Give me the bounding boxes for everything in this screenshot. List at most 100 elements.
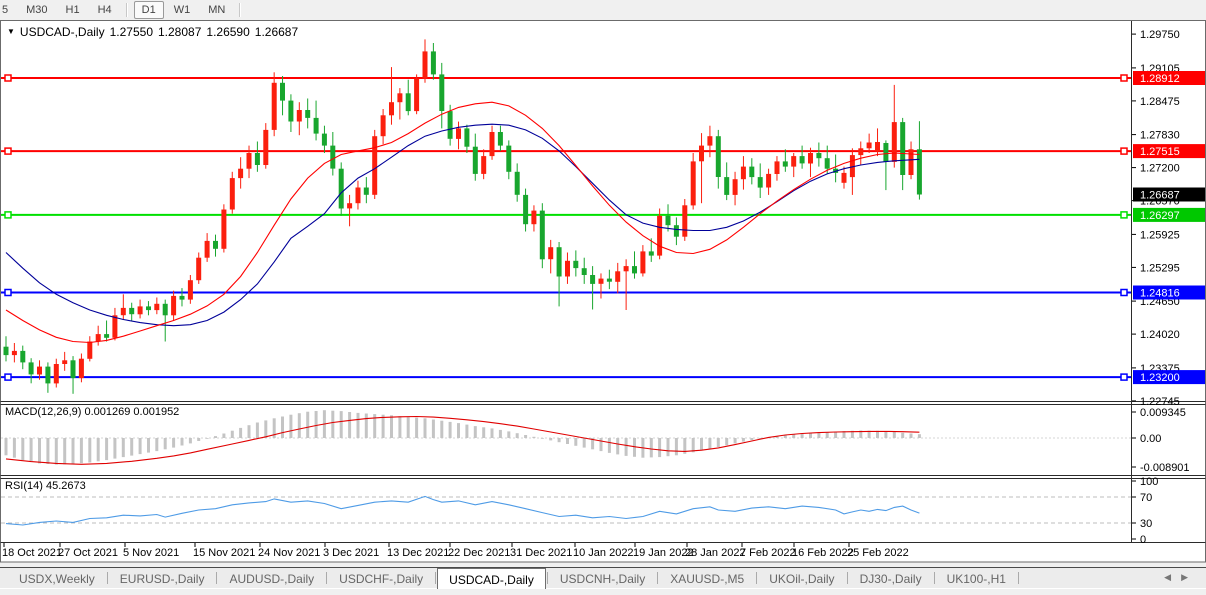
timeframe-button-mn[interactable]: MN [208, 4, 226, 16]
candle-body [62, 360, 68, 364]
ohlc-high: 1.28087 [158, 25, 202, 39]
macd-histogram-bar [691, 438, 695, 453]
chart-tab-eurusd-daily[interactable]: EURUSD-,Daily [119, 571, 205, 586]
macd-histogram-bar [390, 415, 393, 438]
symbol-dropdown-icon[interactable]: ▼ [7, 27, 15, 36]
macd-histogram-bar [867, 430, 871, 438]
chart-tab-usdcnh-daily[interactable]: USDCNH-,Daily [559, 571, 646, 586]
price-tick-label: 1.27830 [1140, 130, 1180, 142]
price-tick-label: 1.28475 [1140, 96, 1180, 108]
hline-anchor-square[interactable] [4, 288, 12, 297]
candle-body [606, 278, 612, 282]
tab-scroll-right-icon[interactable]: ▶ [1181, 572, 1198, 582]
hline-price-tag-label: 1.26297 [1140, 210, 1180, 222]
macd-histogram-bar [465, 424, 469, 438]
candle-body [78, 358, 84, 379]
candle-body [791, 156, 797, 167]
timeframe-button-h1[interactable]: H1 [65, 4, 80, 16]
rsi-tick-label: 70 [1140, 492, 1152, 504]
candle-body [514, 171, 520, 195]
macd-histogram-bar [917, 434, 921, 438]
candle-body [288, 100, 294, 122]
candle-body [774, 161, 780, 174]
macd-histogram-bar [876, 430, 879, 438]
chart-tab-usdchf-daily[interactable]: USDCHF-,Daily [339, 571, 424, 586]
candle-body [632, 266, 637, 274]
candle-body [187, 280, 193, 300]
chart-tab-usdx-weekly[interactable]: USDX,Weekly [19, 571, 95, 586]
rsi-tick-label: 0 [1140, 534, 1146, 546]
macd-histogram-bar [674, 438, 678, 456]
hline-anchor-square[interactable] [1120, 373, 1128, 381]
hline-anchor-square[interactable] [4, 74, 12, 82]
hline-anchor-square[interactable] [1120, 74, 1128, 82]
hline-anchor-square[interactable] [4, 373, 12, 381]
chart-tab-dj30-daily[interactable]: DJ30-,Daily [859, 571, 922, 586]
macd-histogram-bar [633, 438, 636, 457]
candle-body [363, 187, 369, 195]
macd-histogram-bar [205, 438, 209, 439]
hline-price-tag-box [1133, 285, 1205, 300]
candle-body [414, 78, 420, 112]
candle-body [598, 278, 604, 284]
date-tick-label: 27 Oct 2021 [58, 547, 118, 559]
timeframe-button-5[interactable]: 5 [2, 4, 9, 16]
macd-histogram-bar [339, 411, 343, 438]
chart-tab-uk100-h1[interactable]: UK100-,H1 [946, 571, 1006, 586]
hline-anchor-square[interactable] [1120, 147, 1128, 155]
chart-tab-audusd-daily[interactable]: AUDUSD-,Daily [229, 571, 315, 586]
macd-histogram-bar [859, 430, 863, 438]
date-tick-label: 31 Dec 2021 [510, 547, 572, 559]
hline-anchor-square[interactable] [4, 147, 12, 155]
timeframe-button-d1[interactable]: D1 [133, 1, 164, 19]
hline-price-tag-label: 1.27515 [1140, 146, 1180, 158]
hline-anchor-square[interactable] [4, 211, 12, 219]
macd-histogram-bar [306, 411, 310, 438]
candle-body [640, 251, 646, 274]
macd-histogram-bar [415, 417, 419, 438]
candle-body [179, 295, 185, 300]
tab-separator [933, 572, 935, 584]
macd-indicator-label: MACD(12,26,9) 0.001269 0.001952 [5, 406, 180, 418]
candle-body [724, 177, 730, 195]
macd-histogram-bar [38, 438, 41, 464]
macd-histogram-bar [783, 435, 787, 438]
candle-body [11, 350, 17, 356]
macd-histogram-bar [515, 433, 519, 438]
macd-histogram-bar [557, 438, 561, 443]
chart-tab-xauusd-m5[interactable]: XAUUSD-,M5 [670, 571, 745, 586]
candle-body [422, 51, 428, 79]
macd-histogram-bar [733, 438, 737, 444]
macd-histogram-bar [457, 423, 460, 438]
date-tick-label: 16 Feb 2022 [792, 547, 854, 559]
candle-body [556, 247, 562, 277]
tab-scroll-left-icon[interactable]: ◀ [1164, 572, 1182, 582]
tab-separator [756, 572, 758, 584]
hline-price-tag-label: 1.28912 [1140, 73, 1180, 85]
timeframe-button-h4[interactable]: H4 [97, 4, 112, 16]
macd-histogram-bar [21, 438, 25, 461]
timeframe-button-m30[interactable]: M30 [26, 4, 48, 16]
price-tick-label: 1.27200 [1140, 163, 1180, 175]
hline-anchor-square[interactable] [1120, 211, 1128, 219]
candle-body [682, 205, 688, 237]
macd-histogram-bar [884, 431, 888, 438]
macd-histogram-bar [800, 433, 804, 438]
candle-body [841, 172, 847, 183]
candle-body [430, 51, 436, 75]
macd-histogram-bar [96, 438, 100, 462]
candle-body [824, 158, 830, 169]
hline-anchor-square[interactable] [1120, 288, 1128, 297]
rsi-indicator-label: RSI(14) 45.2673 [5, 480, 86, 492]
candle-body [137, 306, 143, 315]
chart-tab-bar: USDX,Weekly EURUSD-,Daily AUDUSD-,Daily USD… [0, 567, 1206, 589]
moving-averages-layer [5, 101, 920, 344]
macd-histogram-bar [138, 438, 142, 455]
macd-histogram-bar [909, 433, 913, 438]
chart-tab-usdcad-daily[interactable]: USDCAD-,Daily [437, 568, 546, 589]
chart-tab-ukoil-daily[interactable]: UKOil-,Daily [769, 571, 835, 586]
candle-body [757, 177, 763, 188]
chart-plot-area[interactable] [1, 22, 1131, 542]
candle-body [70, 360, 76, 379]
timeframe-button-w1[interactable]: W1 [173, 4, 191, 16]
